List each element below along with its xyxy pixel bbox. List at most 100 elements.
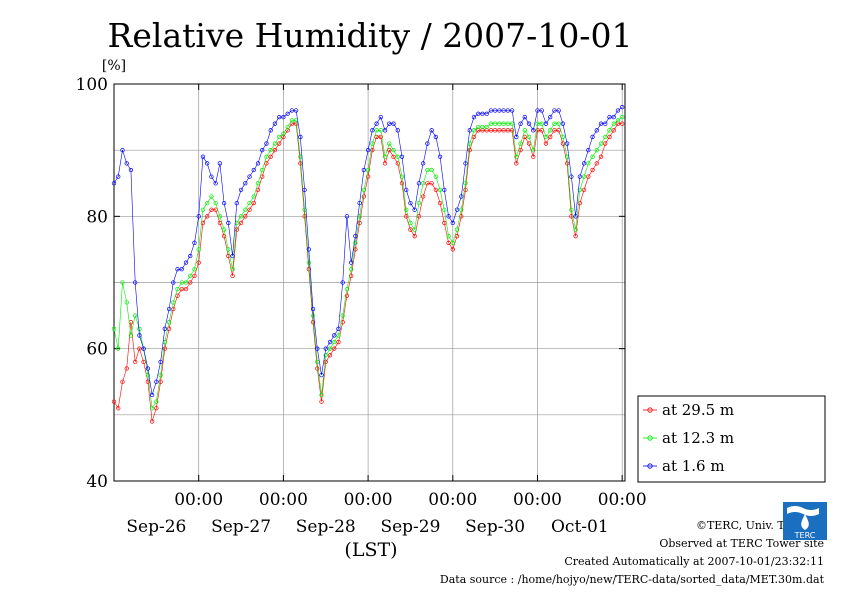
data-point	[416, 181, 422, 186]
data-point	[598, 141, 604, 146]
data-point	[615, 108, 621, 113]
data-point	[310, 313, 316, 318]
y-axis: 40 60 80 100	[76, 75, 625, 492]
drop-icon	[801, 514, 809, 530]
data-point	[446, 234, 451, 239]
data-point	[526, 121, 532, 126]
data-point	[391, 148, 396, 153]
x-tick-date: Sep-30	[465, 517, 525, 537]
data-point	[467, 148, 472, 153]
data-point	[476, 124, 481, 130]
y-tick-label: 40	[86, 472, 108, 492]
data-point	[353, 240, 358, 245]
data-point	[382, 128, 388, 133]
data-point	[442, 220, 447, 226]
data-point	[459, 214, 464, 219]
data-point	[361, 194, 367, 199]
data-point	[577, 174, 582, 179]
data-point	[404, 187, 409, 193]
data-point	[116, 406, 121, 411]
data-point	[412, 227, 417, 232]
data-point	[548, 114, 553, 120]
series-group	[111, 121, 625, 424]
data-point	[340, 280, 345, 285]
data-point	[111, 326, 117, 331]
legend: at 29.5 m at 12.3 m at 1.6 m	[637, 395, 826, 483]
data-point	[154, 379, 159, 384]
data-point	[518, 141, 523, 146]
data-point	[268, 148, 273, 153]
data-point	[416, 200, 422, 206]
data-point	[255, 161, 261, 166]
data-point	[149, 392, 155, 398]
data-point	[158, 372, 163, 378]
data-point	[429, 167, 434, 173]
x-tick-date: Sep-28	[296, 517, 356, 537]
data-point	[145, 366, 151, 371]
data-point	[158, 359, 163, 365]
data-point	[526, 134, 532, 140]
data-point	[319, 399, 324, 404]
data-point	[425, 141, 430, 146]
data-point	[247, 200, 252, 206]
data-point	[192, 267, 197, 272]
data-point	[421, 161, 426, 166]
data-point	[205, 214, 210, 219]
series-group	[111, 105, 625, 398]
data-point	[488, 108, 494, 113]
data-point	[433, 174, 439, 179]
legend-marker	[647, 463, 653, 469]
data-point	[598, 154, 604, 159]
data-point	[442, 187, 447, 193]
data-point	[437, 154, 443, 159]
data-point	[382, 161, 388, 166]
data-point	[196, 214, 201, 219]
data-point	[196, 260, 201, 265]
data-point	[179, 267, 184, 272]
legend-label: at 1.6 m	[662, 457, 725, 475]
data-point	[188, 253, 193, 259]
data-series	[111, 105, 625, 424]
data-point	[378, 128, 383, 133]
data-point	[196, 247, 201, 252]
data-point	[514, 161, 519, 166]
data-point	[116, 346, 121, 351]
data-point	[289, 108, 295, 113]
data-point	[590, 154, 595, 159]
data-point	[581, 174, 587, 179]
data-point	[221, 234, 227, 239]
data-point	[336, 326, 341, 331]
data-point	[552, 108, 557, 113]
data-point	[581, 161, 587, 166]
data-point	[205, 200, 210, 206]
series-line	[113, 123, 623, 422]
data-point	[128, 167, 134, 173]
data-point	[476, 111, 481, 116]
data-point	[522, 114, 527, 120]
data-point	[111, 181, 117, 186]
data-point	[162, 346, 167, 351]
data-point	[620, 114, 625, 120]
data-point	[230, 267, 235, 272]
data-point	[145, 372, 151, 378]
data-point	[543, 141, 549, 146]
data-point	[607, 134, 612, 140]
data-point	[548, 134, 553, 140]
data-point	[158, 379, 163, 384]
data-point	[581, 187, 587, 193]
data-point	[484, 111, 489, 116]
data-point	[361, 167, 367, 173]
data-point	[120, 148, 125, 153]
data-point	[539, 121, 544, 126]
data-point	[374, 121, 379, 126]
data-point	[514, 134, 519, 140]
data-point	[238, 220, 244, 226]
data-point	[111, 399, 117, 404]
data-point	[243, 214, 248, 219]
data-point	[471, 128, 477, 133]
data-point	[137, 333, 142, 338]
data-point	[391, 154, 396, 159]
data-point	[539, 108, 544, 113]
data-point	[302, 187, 307, 193]
